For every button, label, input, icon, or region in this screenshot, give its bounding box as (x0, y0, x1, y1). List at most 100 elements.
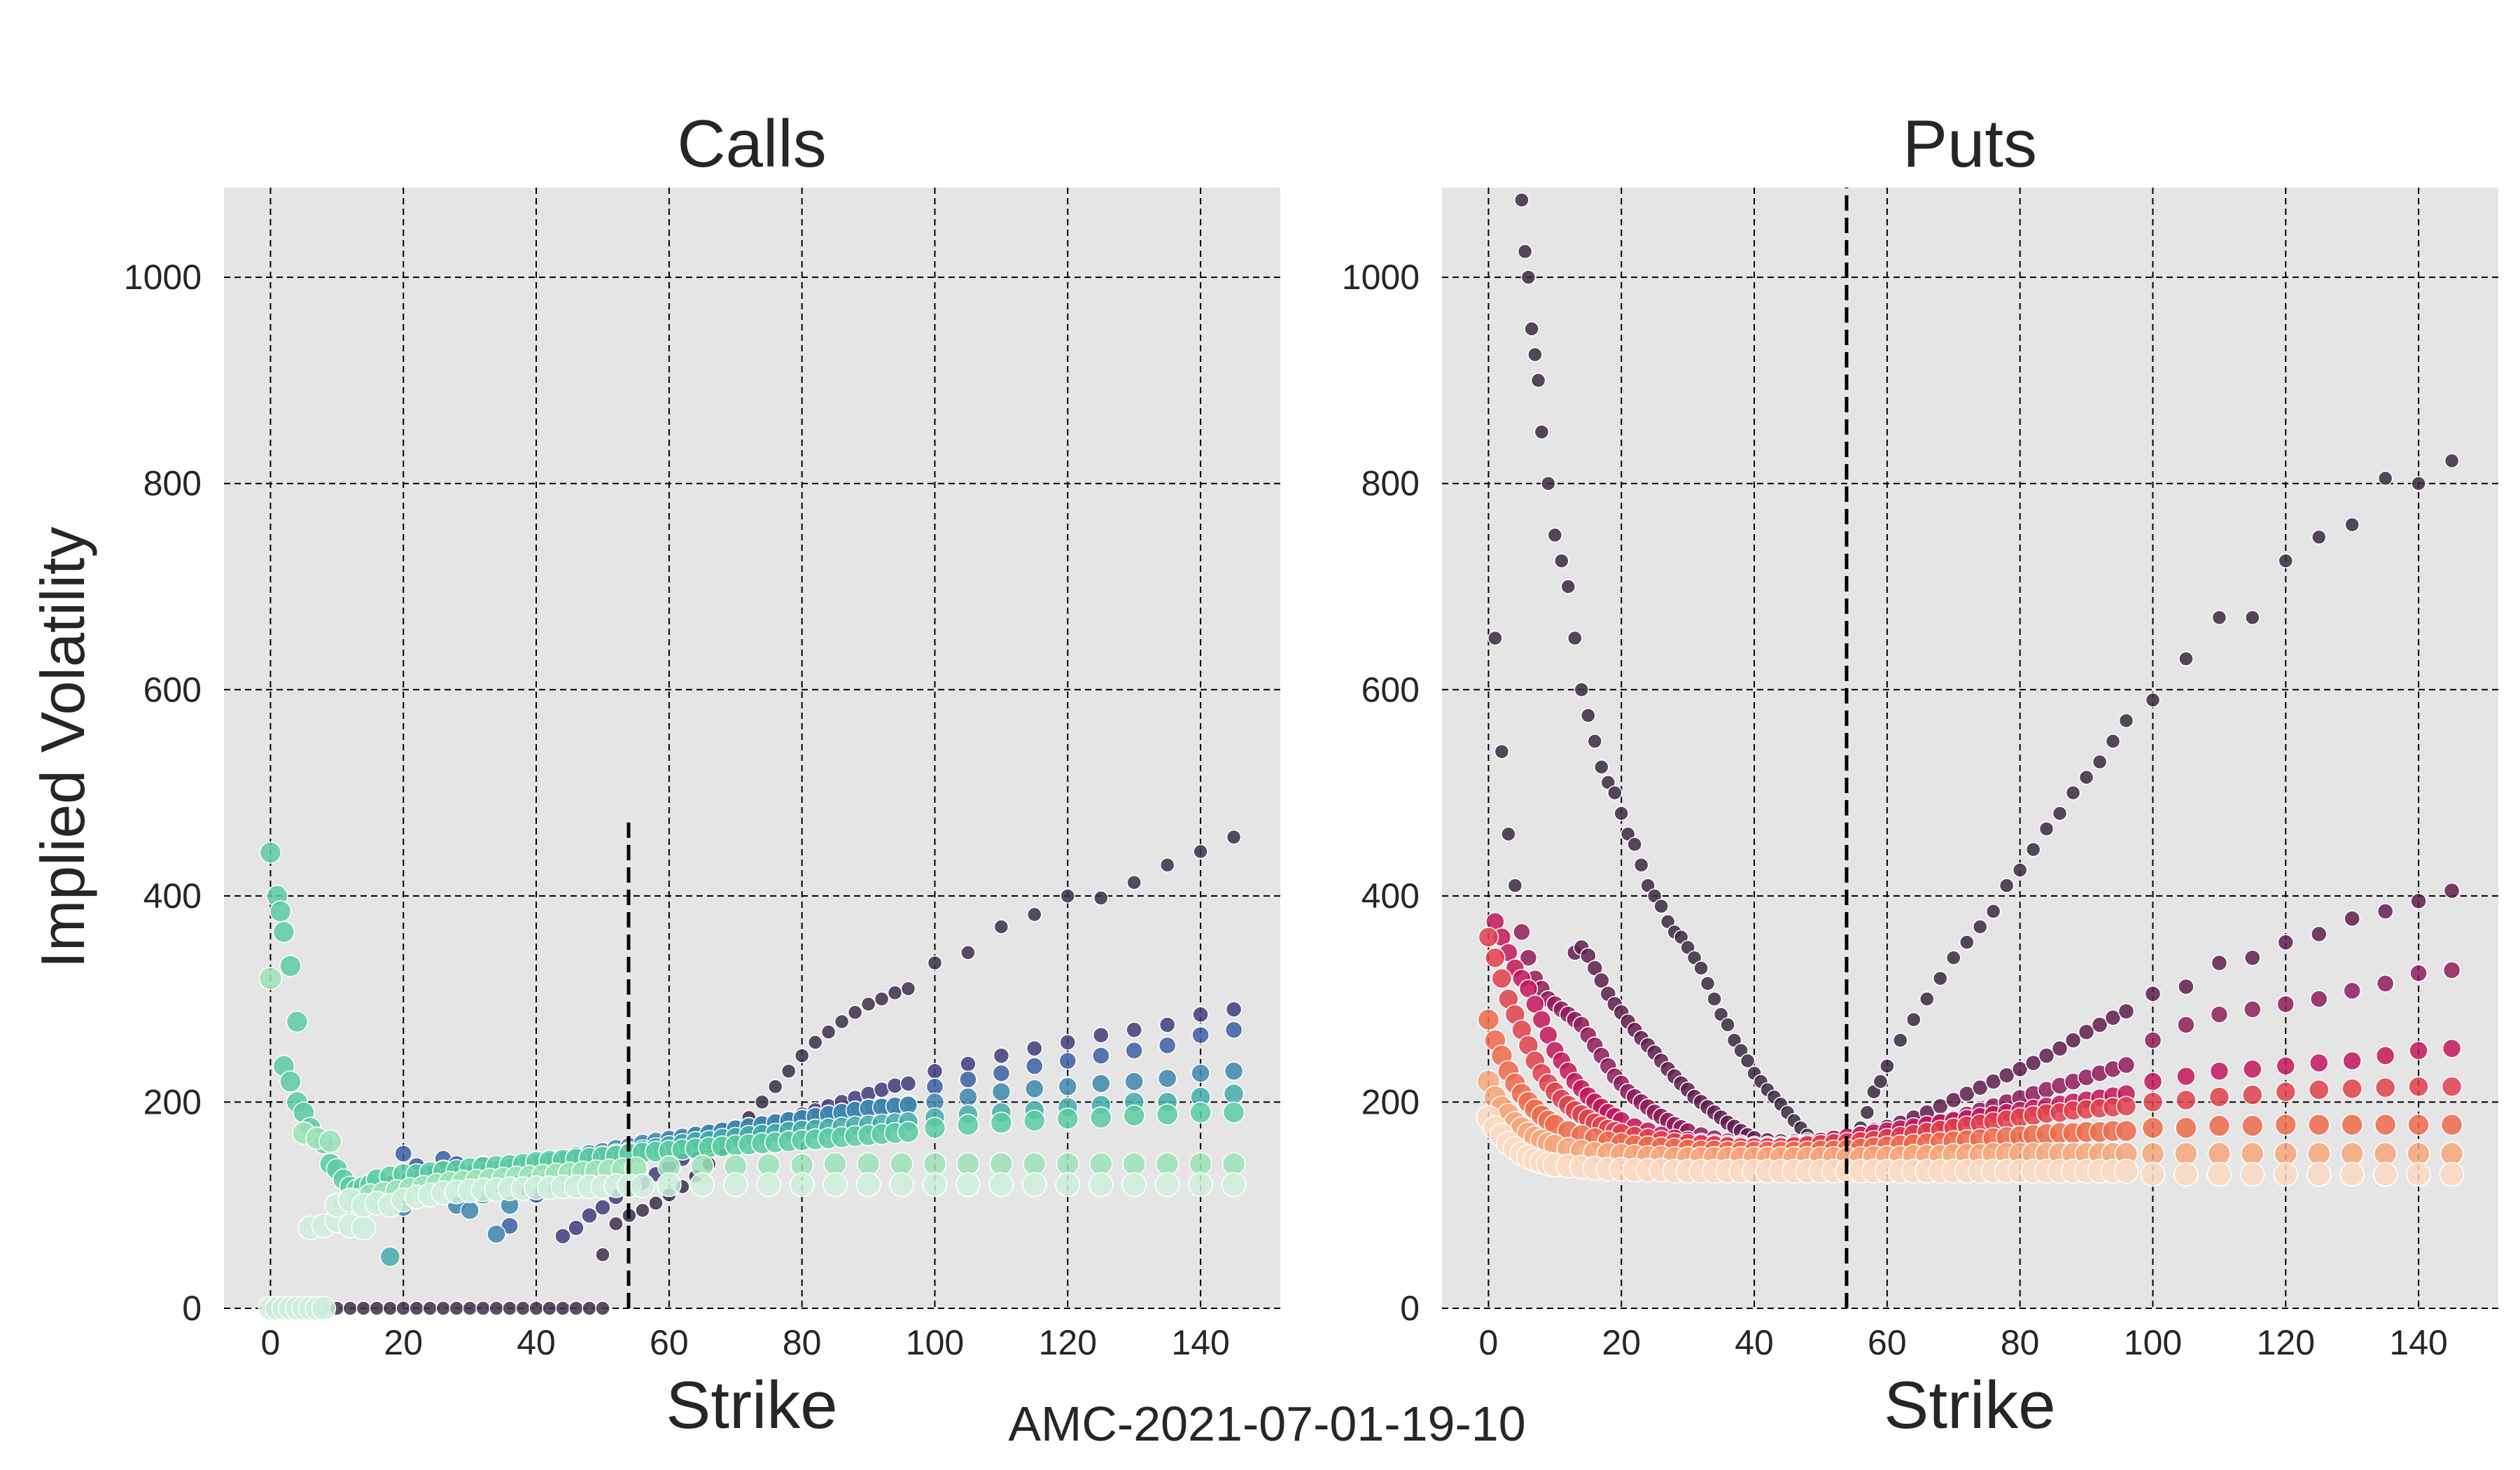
puts-point (2276, 995, 2295, 1014)
puts-point (2276, 1056, 2296, 1076)
calls-point (900, 981, 916, 997)
calls-point (897, 1121, 920, 1143)
puts-point (2141, 1116, 2164, 1139)
calls-point (379, 1246, 401, 1268)
puts-point (2374, 1114, 2397, 1136)
puts-x-tick-label: 40 (1735, 1323, 1774, 1362)
puts-point (2142, 1091, 2164, 1113)
puts-point (1494, 743, 1510, 760)
puts-x-tick-label: 80 (2001, 1323, 2040, 1362)
puts-point (2278, 553, 2294, 568)
calls-point (542, 1301, 557, 1316)
calls-x-axis-label: Strike (666, 1368, 837, 1443)
puts-point (2104, 1009, 2122, 1026)
puts-points (1476, 192, 2465, 1187)
calls-point (1154, 1172, 1180, 1198)
puts-point (1740, 1053, 1756, 1069)
calls-y-tick-label: 200 (144, 1082, 202, 1121)
calls-point (1091, 1074, 1111, 1093)
puts-point (2408, 1076, 2429, 1098)
calls-point (923, 1116, 946, 1139)
puts-point (2011, 1060, 2029, 1078)
calls-point (435, 1301, 451, 1316)
calls-point (860, 996, 876, 1012)
calls-point (1191, 1063, 1210, 1083)
calls-point (258, 966, 283, 990)
puts-point (1519, 948, 1538, 967)
puts-point (2209, 1061, 2230, 1081)
puts-x-tick-label: 120 (2257, 1323, 2315, 1362)
calls-point (1193, 844, 1208, 860)
puts-point (1488, 630, 1503, 646)
calls-point (1056, 1107, 1079, 1130)
calls-point (754, 1094, 770, 1110)
calls-point (960, 945, 976, 960)
puts-y-tick-label: 0 (1400, 1289, 1420, 1328)
puts-point (1700, 976, 1716, 991)
calls-x-tick-label: 0 (261, 1323, 281, 1362)
calls-x-tick-label: 120 (1039, 1323, 1097, 1362)
calls-point (1124, 1072, 1144, 1091)
puts-point (1524, 321, 1539, 337)
calls-panel: 0 20 40 60 80 100 120 140 0 200 400 600 800 1000 Cal… (28, 106, 1280, 1443)
puts-point (2441, 1076, 2463, 1098)
calls-point (259, 841, 282, 864)
calls-y-axis-label: Implied Volatility (28, 527, 97, 969)
puts-point (2038, 1047, 2055, 1064)
puts-point (1945, 1091, 1962, 1109)
puts-point (2052, 806, 2068, 821)
puts-point (2091, 1016, 2108, 1033)
calls-point (1158, 1036, 1177, 1055)
calls-point (887, 985, 903, 1001)
puts-point (2306, 1161, 2332, 1187)
calls-point (1027, 906, 1042, 923)
puts-point (2407, 1142, 2430, 1166)
calls-point (515, 1301, 531, 1316)
puts-point (2064, 1032, 2082, 1049)
calls-point (807, 1035, 823, 1050)
puts-point (1693, 960, 1709, 976)
calls-point (582, 1301, 597, 1316)
calls-point (1155, 1152, 1180, 1176)
puts-point (2339, 1161, 2365, 1187)
puts-grid (1442, 188, 2498, 1309)
puts-point (2245, 610, 2260, 625)
calls-point (1188, 1172, 1213, 1198)
calls-point (486, 1224, 506, 1244)
puts-point (2406, 1161, 2431, 1187)
calls-point (956, 1152, 980, 1176)
puts-point (1906, 1011, 1921, 1028)
puts-point (2243, 1059, 2262, 1079)
calls-point (1088, 1172, 1114, 1198)
puts-point (1581, 708, 1596, 723)
puts-point (1491, 967, 1513, 989)
calls-point (856, 1152, 881, 1176)
puts-point (2178, 978, 2194, 995)
puts-point (2118, 713, 2134, 729)
puts-point (2208, 1114, 2231, 1138)
calls-point (554, 1228, 571, 1245)
calls-point (1023, 1110, 1046, 1132)
puts-point (2440, 1142, 2464, 1166)
puts-point (1893, 1032, 1908, 1048)
puts-point (2208, 1086, 2230, 1107)
puts-point (2141, 1142, 2165, 1166)
puts-point (2310, 990, 2328, 1008)
puts-point (2274, 1142, 2298, 1166)
puts-point (1919, 991, 1935, 1007)
puts-point (2377, 470, 2393, 486)
calls-point (1126, 1021, 1142, 1039)
calls-point (922, 1172, 948, 1198)
puts-point (2175, 1116, 2197, 1139)
calls-point (318, 1129, 342, 1154)
calls-point (923, 1152, 947, 1176)
calls-point (1225, 1001, 1242, 1018)
calls-point (286, 1010, 309, 1033)
calls-point (890, 1152, 913, 1176)
puts-point (1972, 919, 1988, 934)
puts-point (2344, 910, 2360, 927)
calls-point (409, 1301, 424, 1316)
calls-point (958, 1087, 978, 1107)
calls-point (1058, 1051, 1077, 1070)
calls-point (955, 1172, 981, 1198)
